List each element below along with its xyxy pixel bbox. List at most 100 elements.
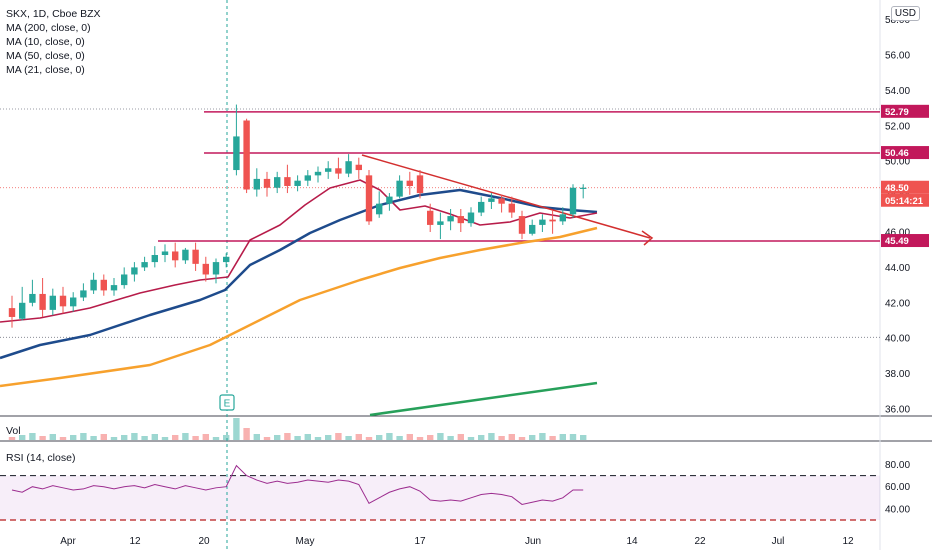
- ma21-line: [0, 188, 598, 360]
- volume-bar: [467, 437, 475, 440]
- candle-body: [202, 263, 209, 275]
- volume-bar: [580, 435, 587, 440]
- price-tick-label: 44.00: [885, 263, 910, 274]
- price-tag: [881, 193, 929, 207]
- candle-body: [39, 293, 46, 310]
- volume-bar: [141, 436, 148, 440]
- candle-body: [212, 262, 220, 275]
- price-tag-label: 52.79: [885, 107, 909, 118]
- candle-body: [294, 180, 301, 186]
- volume-bar: [161, 437, 169, 440]
- candle-body: [488, 198, 495, 202]
- candle-body: [90, 279, 97, 291]
- candle-body: [304, 175, 311, 181]
- ma50-legend[interactable]: MA (50, close, 0): [6, 50, 85, 62]
- candle-body: [406, 180, 413, 186]
- candle-body: [59, 295, 67, 307]
- rsi-tick-label: 60.00: [885, 482, 910, 493]
- earnings-marker-label: E: [224, 399, 231, 410]
- volume-bar: [529, 435, 536, 440]
- candle-body: [70, 297, 77, 307]
- candle-body: [182, 249, 189, 261]
- price-tag-label: 05:14:21: [885, 196, 924, 207]
- candle-body: [508, 203, 515, 213]
- time-tick-label: 14: [626, 536, 638, 547]
- candle-body: [192, 249, 199, 264]
- candle-body: [345, 161, 352, 174]
- candle-body: [80, 290, 87, 298]
- volume-bar: [233, 418, 240, 440]
- candle-body: [161, 251, 169, 256]
- volume-bar: [100, 434, 107, 440]
- volume-bar: [202, 434, 209, 440]
- volume-bar: [508, 434, 515, 440]
- volume-bar: [355, 434, 362, 440]
- volume-bar: [539, 433, 546, 440]
- time-tick-label: May: [296, 536, 315, 547]
- candle-body: [29, 293, 36, 303]
- volume-bar: [304, 434, 311, 440]
- rsi-tick-label: 40.00: [885, 504, 910, 515]
- candle-body: [223, 256, 230, 263]
- candle-body: [467, 212, 475, 224]
- time-tick-label: 20: [198, 536, 210, 547]
- volume-bar: [447, 436, 454, 440]
- time-tick-label: 12: [129, 536, 141, 547]
- symbol-legend[interactable]: SKX, 1D, Cboe BZX: [6, 8, 101, 20]
- candle-body: [498, 198, 505, 204]
- candle-body: [518, 216, 526, 234]
- candle-body: [427, 210, 434, 225]
- volume-bar: [498, 436, 505, 440]
- time-tick-label: Jul: [772, 536, 785, 547]
- candle-body: [580, 187, 587, 189]
- candle-body: [325, 168, 332, 172]
- volume-bar: [335, 433, 342, 440]
- volume-bar: [70, 435, 77, 440]
- volume-bar: [365, 437, 373, 440]
- candle-body: [569, 187, 577, 215]
- candle-body: [365, 175, 373, 222]
- earnings-marker: [219, 394, 235, 411]
- volume-bar: [59, 437, 67, 440]
- volume-bar: [478, 435, 485, 440]
- candle-body: [19, 302, 26, 319]
- ma200-line: [369, 381, 598, 417]
- volume-bar: [80, 433, 87, 440]
- rsi-label[interactable]: RSI (14, close): [6, 452, 76, 464]
- candle-body: [151, 255, 158, 263]
- volume-bar: [192, 436, 199, 440]
- volume-bar: [274, 435, 281, 440]
- volume-bar: [19, 435, 26, 440]
- trend-line: [361, 154, 651, 239]
- candle-body: [49, 295, 56, 310]
- ma21-legend[interactable]: MA (21, close, 0): [6, 64, 85, 76]
- currency-button[interactable]: USD: [890, 6, 920, 21]
- volume-bar: [49, 434, 56, 440]
- volume-bar: [90, 436, 97, 440]
- candle-body: [253, 178, 260, 190]
- volume-bar: [110, 437, 118, 440]
- candle-body: [559, 214, 566, 222]
- volume-bar: [29, 433, 36, 440]
- volume-bar: [518, 437, 526, 440]
- volume-label[interactable]: Vol: [6, 425, 21, 437]
- candle-body: [355, 164, 362, 171]
- volume-bar: [223, 435, 230, 440]
- price-tag: [881, 234, 929, 248]
- price-tag-label: 48.50: [885, 183, 909, 194]
- candle-body: [121, 274, 128, 286]
- rsi-tick-label: 80.00: [885, 460, 910, 471]
- volume-bar: [39, 436, 46, 440]
- candle-body: [416, 175, 424, 194]
- candle-body: [386, 196, 393, 204]
- candle-body: [549, 219, 556, 222]
- volume-bar: [294, 436, 301, 440]
- ma10-legend[interactable]: MA (10, close, 0): [6, 36, 85, 48]
- candle-body: [141, 262, 148, 268]
- time-tick-label: Apr: [60, 536, 76, 547]
- ma200-legend[interactable]: MA (200, close, 0): [6, 22, 91, 34]
- candle-body: [243, 120, 250, 190]
- price-tag-label: 45.49: [885, 236, 909, 247]
